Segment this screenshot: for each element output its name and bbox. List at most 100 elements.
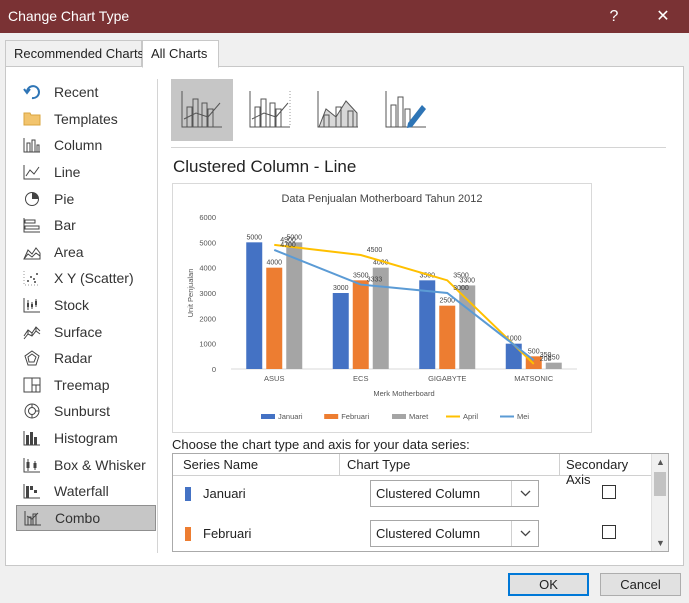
legend-label: Mei [517,412,529,421]
secondary-axis-checkbox[interactable] [602,485,616,499]
header-divider [339,454,340,476]
cancel-button[interactable]: Cancel [600,573,681,596]
recent-icon [22,83,42,101]
legend-label: Januari [278,412,303,421]
bar-maret [286,242,303,369]
data-label: 1000 [506,336,522,343]
sidebar-item-label: Column [54,137,103,154]
radar-chart-icon [22,349,42,367]
data-label: 3500 [419,272,435,279]
sidebar-item-surface[interactable]: Surface [16,318,156,345]
bar-chart-icon [22,216,42,234]
chart-title: Data Penjualan Motherboard Tahun 2012 [281,193,482,205]
x-tick-label: MATSONIC [514,374,554,383]
header-chart-type: Chart Type [347,457,411,472]
series-table-header: Series Name Chart Type Secondary Axis [173,454,651,487]
sidebar-item-area[interactable]: Area [16,239,156,266]
data-label: 3000 [333,285,349,292]
data-label: 3500 [453,272,469,279]
x-axis-label: Merk Motherboard [373,389,434,398]
sidebar-divider [157,79,158,553]
sidebar-item-label: Histogram [54,430,118,447]
ok-button[interactable]: OK [508,573,589,596]
bar-februari [352,280,369,369]
y-axis-label: Unit Penjualan [186,269,195,318]
sidebar-item-treemap[interactable]: Treemap [16,372,156,399]
sidebar-item-combo[interactable]: Combo [16,504,156,532]
tab-recommended-charts[interactable]: Recommended Charts [5,40,144,67]
sidebar-item-label: Surface [54,323,103,340]
sidebar-item-label: Radar [54,350,93,367]
chevron-down-icon[interactable] [511,481,538,506]
stacked-area-clustered-column-icon [316,89,360,132]
y-tick-label: 3000 [199,289,216,298]
subtype-divider [171,147,666,148]
x-tick-label: ECS [353,374,368,383]
scroll-up-icon[interactable]: ▲ [656,457,665,467]
sidebar-item-column[interactable]: Column [16,132,156,159]
bar-januari [246,242,263,369]
clustered-column-line-secondary-axis-icon [248,89,292,132]
series-row-januari: Januari Clustered Column [173,474,651,514]
header-series-name: Series Name [183,457,259,472]
sidebar-item-sunburst[interactable]: Sunburst [16,398,156,425]
sidebar-item-label: Area [54,243,84,260]
legend-label: Februari [341,412,369,421]
data-label: 4500 [367,247,383,254]
pie-chart-icon [22,190,42,208]
tab-all-charts[interactable]: All Charts [142,40,219,68]
series-section-label: Choose the chart type and axis for your … [172,437,470,452]
close-button[interactable]: ✕ [656,8,670,25]
data-label: 4000 [266,260,282,267]
subtype-clustered-column-line-secondary-axis[interactable] [239,79,301,141]
sidebar-item-bar[interactable]: Bar [16,212,156,239]
chevron-down-icon[interactable] [511,521,538,546]
sidebar-item-label: Line [54,164,81,181]
chart-preview: Data Penjualan Motherboard Tahun 2012 0 10… [172,183,592,433]
sidebar-item-pie[interactable]: Pie [16,185,156,212]
sidebar-item-box-whisker[interactable]: Box & Whisker [16,451,156,478]
data-label: 3000 [453,285,469,292]
sidebar-item-label: Waterfall [54,483,109,500]
sidebar-item-recent[interactable]: Recent [16,79,156,106]
data-label: 4900 [280,237,296,244]
sidebar-item-histogram[interactable]: Histogram [16,425,156,452]
sidebar-item-waterfall[interactable]: Waterfall [16,478,156,505]
subtype-stacked-area-clustered-column[interactable] [307,79,369,141]
data-label: 2500 [439,298,455,305]
sidebar-item-label: Box & Whisker [54,456,146,473]
chart-type-select[interactable]: Clustered Column [370,520,539,547]
y-tick-label: 0 [212,365,216,374]
series-color-swatch [185,527,191,541]
sidebar-item-label: Stock [54,297,90,314]
help-button[interactable]: ? [609,8,619,25]
sidebar-item-xy-scatter[interactable]: X Y (Scatter) [16,265,156,292]
surface-chart-icon [22,323,42,341]
chart-type-select[interactable]: Clustered Column [370,480,539,507]
subtype-custom-combination[interactable] [375,79,437,141]
bar-januari [505,343,522,369]
sidebar-item-stock[interactable]: Stock [16,292,156,319]
histogram-icon [22,429,42,447]
x-tick-label: GIGABYTE [428,374,466,383]
chart-type-sidebar: Recent Templates Column Line Pie [16,79,156,532]
chart-preview-svg: Data Penjualan Motherboard Tahun 2012 0 10… [186,193,577,421]
data-label: 500 [528,348,540,355]
y-tick-label: 4000 [199,264,216,273]
series-table: Series Name Chart Type Secondary Axis Ja… [172,453,669,552]
sidebar-item-radar[interactable]: Radar [16,345,156,372]
sidebar-item-label: Pie [54,190,75,207]
subtype-clustered-column-line[interactable] [171,79,233,141]
scroll-thumb[interactable] [654,472,666,496]
combo-chart-icon [23,509,43,527]
series-table-scrollbar[interactable]: ▲ ▼ [651,454,668,551]
sidebar-item-templates[interactable]: Templates [16,106,156,133]
sidebar-item-label: X Y (Scatter) [54,270,134,287]
sidebar-item-line[interactable]: Line [16,159,156,186]
waterfall-icon [22,482,42,500]
y-tick-label: 6000 [199,213,216,222]
secondary-axis-checkbox[interactable] [602,525,616,539]
legend-swatch [324,414,339,419]
scroll-down-icon[interactable]: ▼ [656,538,665,548]
bar-februari [266,267,283,369]
